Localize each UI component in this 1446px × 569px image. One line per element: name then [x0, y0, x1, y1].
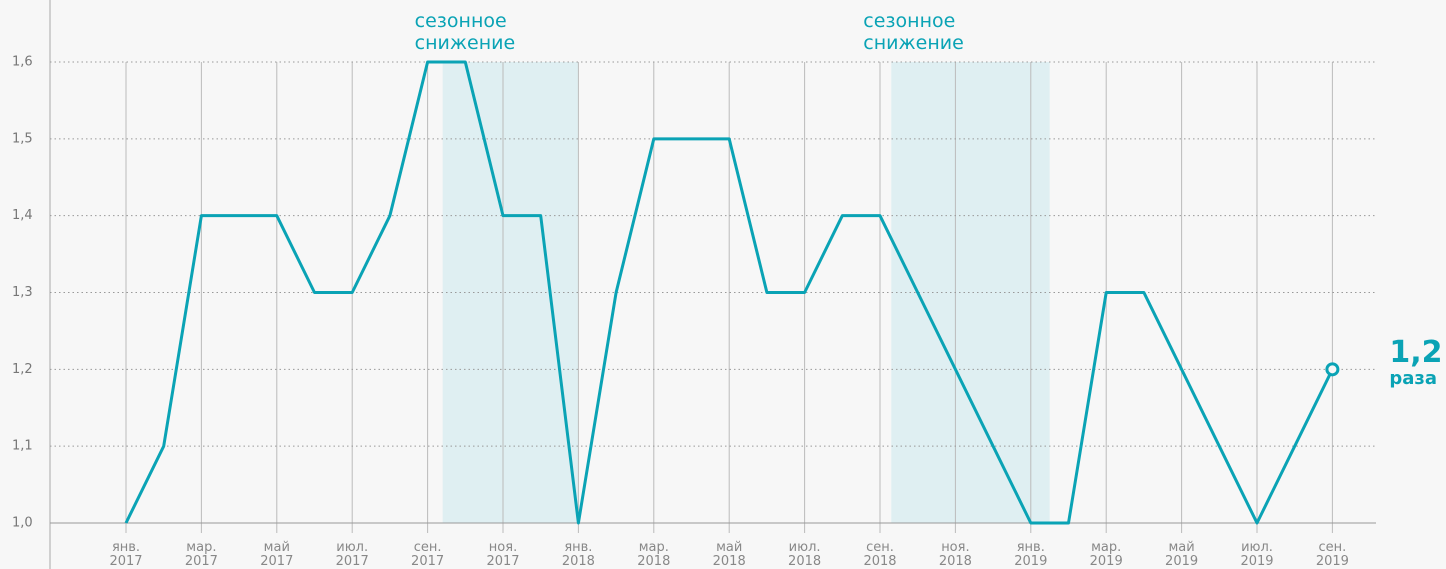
x-tick-label: июл. 2018 — [788, 540, 822, 569]
x-tick-label: сен. 2017 — [411, 540, 445, 569]
end-point — [1325, 362, 1340, 377]
x-tick-label: мар. 2019 — [1089, 540, 1123, 569]
x-tick-label: мар. 2018 — [637, 540, 671, 569]
shaded-label: сезонное снижение — [863, 10, 964, 54]
x-tick-label: ноя. 2017 — [486, 540, 520, 569]
y-tick-label: 1,3 — [12, 285, 33, 300]
y-tick-label: 1,0 — [12, 516, 33, 531]
y-tick-label: 1,4 — [12, 208, 33, 223]
x-tick-label: май 2018 — [712, 540, 746, 569]
x-tick-label: ноя. 2018 — [938, 540, 972, 569]
x-tick-label: янв. 2019 — [1014, 540, 1048, 569]
y-tick-label: 1,1 — [12, 439, 33, 454]
shaded-period — [442, 62, 579, 523]
x-tick-label: июл. 2019 — [1240, 540, 1274, 569]
end-label: 1,2 — [1389, 335, 1443, 371]
x-tick-label: мар. 2017 — [184, 540, 218, 569]
x-tick-label: сен. 2018 — [863, 540, 897, 569]
y-tick-label: 1,5 — [12, 131, 33, 146]
line — [124, 60, 1334, 525]
shaded-label: сезонное снижение — [414, 10, 516, 54]
x-tick-label: янв. 2017 — [109, 540, 143, 569]
x-tick-label: июл. 2017 — [335, 540, 369, 569]
x-tick-label: май 2017 — [260, 540, 294, 569]
x-tick-label: сен. 2019 — [1315, 540, 1349, 569]
x-tick-label: янв. 2018 — [561, 540, 595, 569]
x-tick-label: май 2019 — [1165, 540, 1199, 569]
y-tick-label: 1,6 — [12, 55, 33, 70]
y-tick-label: 1,2 — [12, 362, 33, 377]
end-unit: раза — [1389, 368, 1438, 390]
